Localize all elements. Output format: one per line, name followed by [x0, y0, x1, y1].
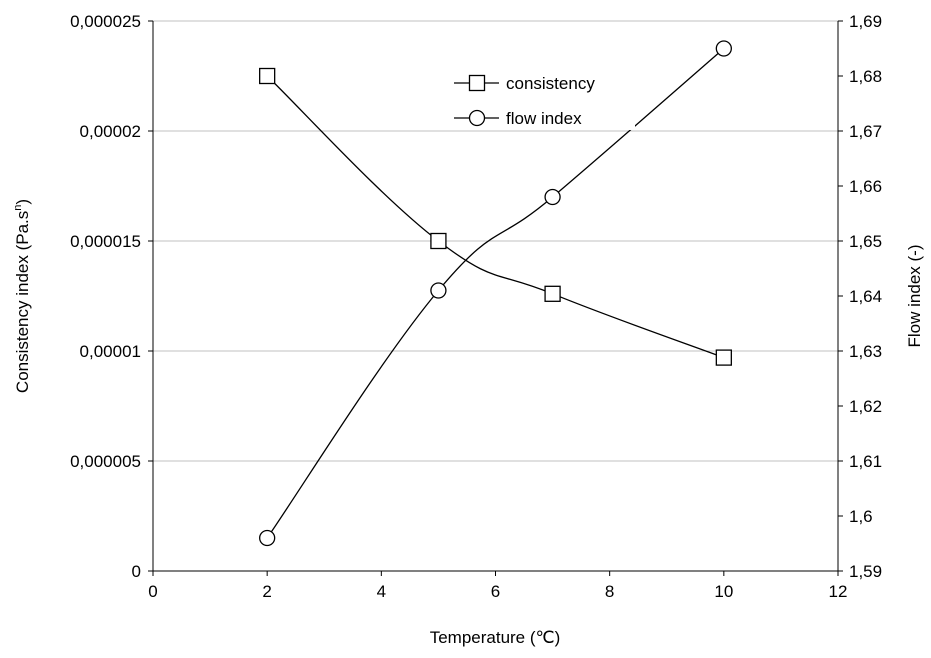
- legend-item-flow-index: flow index: [454, 109, 582, 128]
- data-point-consistency: [430, 232, 447, 250]
- legend-label-flow-index: flow index: [506, 109, 582, 128]
- y-right-tick-label: 1,61: [849, 452, 882, 471]
- x-tick-label: 12: [829, 582, 848, 601]
- y-right-tick-label: 1,65: [849, 232, 882, 251]
- tick-marks: [148, 20, 843, 576]
- y-axis-left-title: Consistency index (Pa.sn): [12, 199, 32, 393]
- y-right-tick-label: 1,63: [849, 342, 882, 361]
- legend-item-consistency: consistency: [454, 74, 595, 93]
- y-left-tick-label: 0: [132, 562, 141, 581]
- data-point-flow-index: [544, 188, 561, 206]
- y-right-tick-label: 1,69: [849, 12, 882, 31]
- y-left-tick-label: 0,000025: [70, 12, 141, 31]
- y-left-tick-label: 0,00001: [80, 342, 141, 361]
- data-point-consistency: [715, 349, 732, 366]
- x-tick-label: 6: [491, 582, 500, 601]
- y-right-tick-label: 1,59: [849, 562, 882, 581]
- legend-label-consistency: consistency: [506, 74, 595, 93]
- series-layer: [259, 40, 732, 547]
- x-axis-title: Temperature (℃): [430, 628, 561, 647]
- data-point-flow-index: [430, 282, 447, 299]
- data-point-flow-index: [715, 40, 732, 57]
- series-line-flow-index: [266, 48, 725, 539]
- legend-marker-square: [468, 74, 486, 92]
- data-point-flow-index: [259, 529, 276, 547]
- legend: consistency flow index: [440, 62, 635, 130]
- x-tick-label: 2: [262, 582, 271, 601]
- y-left-tick-label: 0,000015: [70, 232, 141, 251]
- y-left-tick-label: 0,000005: [70, 452, 141, 471]
- series-line-consistency: [266, 75, 725, 359]
- x-tick-label: 0: [148, 582, 157, 601]
- y-right-tick-label: 1,6: [849, 507, 873, 526]
- y-right-tick-label: 1,68: [849, 67, 882, 86]
- x-tick-label: 4: [377, 582, 386, 601]
- y-right-tick-label: 1,66: [849, 177, 882, 196]
- data-point-consistency: [544, 285, 561, 302]
- legend-marker-circle: [468, 109, 486, 127]
- y-left-tick-label: 0,00002: [80, 122, 141, 141]
- y-axis-left-title-suffix: ): [13, 199, 32, 205]
- y-right-tick-label: 1,64: [849, 287, 882, 306]
- y-axis-left-title-main: Consistency index (Pa.s: [13, 211, 32, 393]
- y-axis-right-title: Flow index (-): [905, 245, 924, 348]
- x-tick-label: 8: [605, 582, 614, 601]
- y-axis-left-title-superscript: n: [12, 205, 24, 211]
- y-right-tick-label: 1,67: [849, 122, 882, 141]
- x-tick-label: 10: [714, 582, 733, 601]
- y-right-tick-label: 1,62: [849, 397, 882, 416]
- data-point-consistency: [259, 67, 276, 85]
